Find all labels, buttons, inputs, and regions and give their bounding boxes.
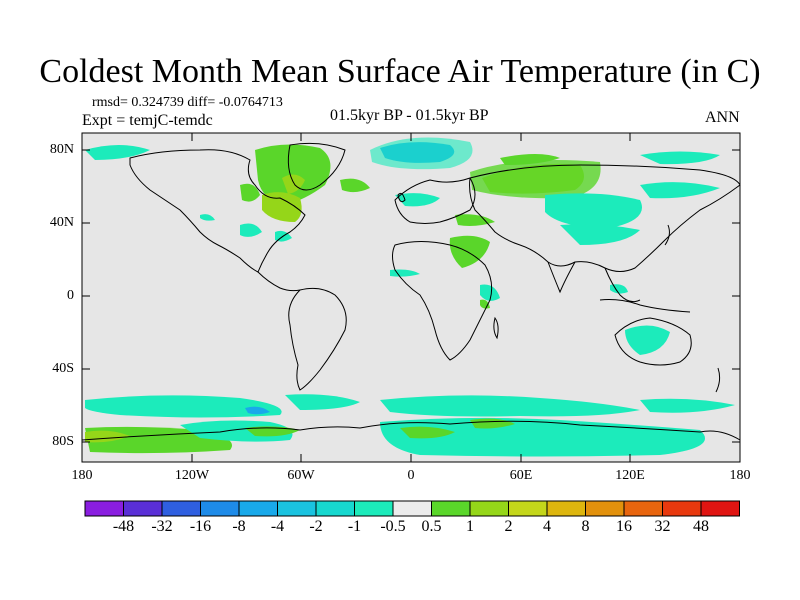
coast-australia xyxy=(614,317,692,366)
coast-greenland xyxy=(287,142,346,191)
patch-canada-green xyxy=(240,183,260,202)
patch-so-blue xyxy=(245,406,270,415)
patch-antarctic-green-east xyxy=(400,426,455,439)
page-title: Coldest Month Mean Surface Air Temperatu… xyxy=(39,53,761,90)
colorbar-label: 48 xyxy=(693,518,709,535)
lat-label-80n: 80N xyxy=(49,142,74,157)
colorbar-label: 32 xyxy=(654,518,671,535)
colorbar-box xyxy=(469,500,509,517)
patch-pacific-east xyxy=(200,214,215,221)
patch-so-east xyxy=(380,395,640,417)
colorbar-box xyxy=(700,500,740,517)
patch-asia-cyan xyxy=(545,193,642,228)
colorbar-label: -16 xyxy=(189,518,212,535)
coast-antarctica xyxy=(81,420,741,441)
colorbar-label: 8 xyxy=(581,518,590,535)
coast-asia xyxy=(469,164,741,272)
season-label: ANN xyxy=(705,109,740,126)
colorbar-box xyxy=(238,500,278,517)
colorbar-box xyxy=(546,500,586,517)
patch-north-green xyxy=(500,154,560,165)
coast-new-zealand xyxy=(715,367,721,393)
patch-alaska xyxy=(85,145,150,160)
colorbar-label: 4 xyxy=(543,518,551,535)
colorbar-box xyxy=(431,500,471,517)
coast-south-america xyxy=(288,287,347,391)
stats-line: rmsd= 0.324739 diff= -0.0764713 xyxy=(92,95,283,110)
colorbar xyxy=(84,500,740,517)
patch-atlantic-north xyxy=(340,178,370,193)
coast-southeast-asia xyxy=(604,267,641,303)
colorbar-label: 0.5 xyxy=(421,518,442,535)
colorbar-label: -2 xyxy=(309,518,323,535)
coast-europe xyxy=(394,177,476,224)
patch-africa-green xyxy=(480,299,490,309)
period-label: 01.5kyr BP - 01.5kyr BP xyxy=(330,107,489,124)
colorbar-label: -48 xyxy=(112,518,135,535)
experiment-line: Expt = temjC-temdc xyxy=(82,112,213,129)
patch-so-mid xyxy=(285,394,360,410)
coast-central-america xyxy=(257,271,301,292)
patch-europe xyxy=(395,193,440,207)
colorbar-label: -0.5 xyxy=(380,518,406,535)
colorbar-label: -4 xyxy=(270,518,285,535)
colorbar-box xyxy=(508,500,548,517)
colorbar-box xyxy=(354,500,394,517)
colorbar-box xyxy=(161,500,201,517)
lon-label-60w: 60W xyxy=(287,468,315,483)
lat-label-80s: 80S xyxy=(52,434,74,449)
colorbar-box xyxy=(123,500,163,517)
coast-indonesia xyxy=(599,299,691,313)
lon-label-120e: 120E xyxy=(615,468,645,483)
colorbar-box xyxy=(392,500,432,517)
lat-label-0: 0 xyxy=(67,288,74,303)
patch-australia xyxy=(625,325,670,355)
patch-siberia-green xyxy=(470,159,601,199)
patch-mideast-north xyxy=(455,214,495,226)
patch-canada-south xyxy=(262,192,302,222)
colorbar-box xyxy=(84,500,124,517)
colorbar-label: -8 xyxy=(232,518,246,535)
colorbar-box xyxy=(277,500,317,517)
patch-africa-east xyxy=(480,284,500,301)
patch-so-west xyxy=(85,395,282,418)
axis-ticks xyxy=(81,133,741,462)
colorbar-label: 2 xyxy=(504,518,513,535)
coast-india xyxy=(547,261,576,294)
lon-label-120w: 120W xyxy=(174,468,210,483)
colorbar-label: 1 xyxy=(466,518,474,535)
colorbar-box xyxy=(662,500,702,517)
coast-north-america xyxy=(129,149,306,273)
patch-mideast xyxy=(449,235,490,268)
patch-so-far-east xyxy=(640,398,735,413)
colorbar-box xyxy=(315,500,355,517)
colorbar-label: -32 xyxy=(151,518,173,535)
colorbar-box xyxy=(585,500,625,517)
patch-us xyxy=(240,223,262,237)
coast-japan xyxy=(664,224,670,246)
coastlines xyxy=(81,142,741,441)
lon-label-0: 0 xyxy=(407,468,415,483)
patch-east-asia xyxy=(560,224,640,245)
patch-sahara xyxy=(390,269,420,277)
lon-label-180w: 180 xyxy=(71,468,93,483)
colorbar-box xyxy=(623,500,663,517)
lat-label-40n: 40N xyxy=(49,215,74,230)
lon-label-60e: 60E xyxy=(509,468,533,483)
patch-arctic-cyan xyxy=(370,137,473,170)
coast-africa xyxy=(392,241,493,361)
patch-pacific-north xyxy=(640,151,720,165)
colorbar-label: 16 xyxy=(616,518,632,535)
lon-label-180e: 180 xyxy=(729,468,751,483)
lat-label-40s: 40S xyxy=(52,361,74,376)
colorbar-box xyxy=(200,500,240,517)
coast-uk xyxy=(397,192,406,203)
patch-greenland-yellow xyxy=(282,174,305,194)
colorbar-label: -1 xyxy=(347,518,362,535)
coast-madagascar xyxy=(493,316,499,340)
patch-siberia-east xyxy=(640,182,720,199)
